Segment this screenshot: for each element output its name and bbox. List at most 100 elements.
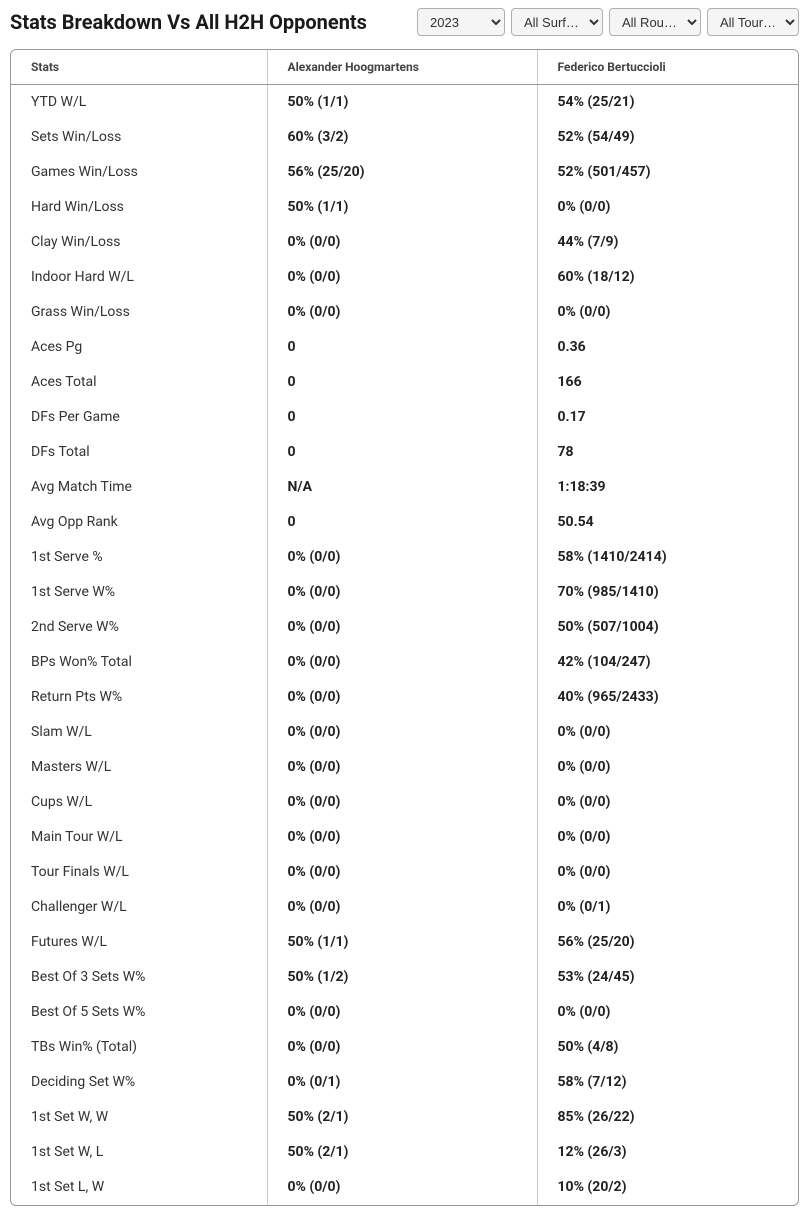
year-filter[interactable]: 2023	[417, 8, 505, 36]
stat-label: 2nd Serve W%	[11, 610, 267, 645]
stat-value-player1: N/A	[267, 470, 537, 505]
stat-label: Aces Total	[11, 365, 267, 400]
table-row: Avg Opp Rank050.54	[11, 505, 798, 540]
stat-value-player1: 0% (0/0)	[267, 995, 537, 1030]
stat-value-player1: 50% (1/1)	[267, 190, 537, 225]
stat-value-player2: 42% (104/247)	[537, 645, 798, 680]
stat-label: Avg Match Time	[11, 470, 267, 505]
stat-value-player2: 78	[537, 435, 798, 470]
stat-value-player1: 0% (0/0)	[267, 225, 537, 260]
stat-value-player1: 0	[267, 330, 537, 365]
table-row: Masters W/L0% (0/0)0% (0/0)	[11, 750, 798, 785]
stat-value-player1: 50% (1/1)	[267, 925, 537, 960]
stat-value-player2: 56% (25/20)	[537, 925, 798, 960]
stat-value-player1: 56% (25/20)	[267, 155, 537, 190]
stat-label: Return Pts W%	[11, 680, 267, 715]
stat-value-player1: 0% (0/0)	[267, 610, 537, 645]
table-row: Sets Win/Loss60% (3/2)52% (54/49)	[11, 120, 798, 155]
table-row: Main Tour W/L0% (0/0)0% (0/0)	[11, 820, 798, 855]
table-row: Deciding Set W%0% (0/1)58% (7/12)	[11, 1065, 798, 1100]
stats-table-container: Stats Alexander Hoogmartens Federico Ber…	[10, 49, 799, 1206]
stat-label: Clay Win/Loss	[11, 225, 267, 260]
stat-value-player1: 0% (0/0)	[267, 715, 537, 750]
stat-value-player1: 0	[267, 435, 537, 470]
stat-value-player2: 58% (1410/2414)	[537, 540, 798, 575]
stat-value-player2: 85% (26/22)	[537, 1100, 798, 1135]
stat-value-player2: 0.17	[537, 400, 798, 435]
stat-label: Masters W/L	[11, 750, 267, 785]
stat-value-player1: 0% (0/0)	[267, 260, 537, 295]
table-row: DFs Per Game00.17	[11, 400, 798, 435]
round-filter[interactable]: All Rou…	[609, 8, 701, 36]
stat-value-player2: 1:18:39	[537, 470, 798, 505]
table-row: 2nd Serve W%0% (0/0)50% (507/1004)	[11, 610, 798, 645]
stat-value-player1: 60% (3/2)	[267, 120, 537, 155]
stat-value-player2: 70% (985/1410)	[537, 575, 798, 610]
surface-filter[interactable]: All Surf…	[511, 8, 603, 36]
stat-value-player2: 50% (4/8)	[537, 1030, 798, 1065]
stat-value-player2: 0% (0/0)	[537, 785, 798, 820]
stat-label: Challenger W/L	[11, 890, 267, 925]
stat-value-player2: 12% (26/3)	[537, 1135, 798, 1170]
stat-value-player2: 40% (965/2433)	[537, 680, 798, 715]
table-row: Tour Finals W/L0% (0/0)0% (0/0)	[11, 855, 798, 890]
table-row: 1st Serve W%0% (0/0)70% (985/1410)	[11, 575, 798, 610]
column-header-player1: Alexander Hoogmartens	[267, 50, 537, 85]
stat-value-player2: 50% (507/1004)	[537, 610, 798, 645]
stat-value-player1: 0% (0/0)	[267, 890, 537, 925]
stat-value-player1: 50% (1/1)	[267, 85, 537, 120]
stat-value-player1: 0% (0/0)	[267, 1030, 537, 1065]
stat-value-player2: 10% (20/2)	[537, 1170, 798, 1205]
stat-value-player2: 58% (7/12)	[537, 1065, 798, 1100]
page-title: Stats Breakdown Vs All H2H Opponents	[10, 10, 367, 34]
stat-value-player2: 166	[537, 365, 798, 400]
table-row: 1st Set W, W50% (2/1)85% (26/22)	[11, 1100, 798, 1135]
stat-value-player1: 0% (0/0)	[267, 645, 537, 680]
table-row: Best Of 3 Sets W%50% (1/2)53% (24/45)	[11, 960, 798, 995]
stat-value-player2: 0% (0/0)	[537, 190, 798, 225]
table-row: Clay Win/Loss0% (0/0)44% (7/9)	[11, 225, 798, 260]
stat-value-player2: 54% (25/21)	[537, 85, 798, 120]
stat-label: BPs Won% Total	[11, 645, 267, 680]
stats-table-body: YTD W/L50% (1/1)54% (25/21)Sets Win/Loss…	[11, 85, 798, 1205]
table-row: Aces Total0166	[11, 365, 798, 400]
tournament-filter[interactable]: All Tour…	[707, 8, 799, 36]
stat-label: 1st Set W, L	[11, 1135, 267, 1170]
stat-value-player2: 0% (0/0)	[537, 295, 798, 330]
stat-label: Tour Finals W/L	[11, 855, 267, 890]
table-row: Avg Match TimeN/A1:18:39	[11, 470, 798, 505]
stat-value-player1: 0% (0/0)	[267, 820, 537, 855]
table-row: Hard Win/Loss50% (1/1)0% (0/0)	[11, 190, 798, 225]
stat-label: Futures W/L	[11, 925, 267, 960]
stat-value-player1: 0% (0/0)	[267, 855, 537, 890]
stat-label: TBs Win% (Total)	[11, 1030, 267, 1065]
stat-value-player1: 0% (0/0)	[267, 1170, 537, 1205]
stat-value-player1: 0% (0/0)	[267, 540, 537, 575]
stat-value-player2: 0.36	[537, 330, 798, 365]
stat-label: Games Win/Loss	[11, 155, 267, 190]
stat-value-player2: 0% (0/0)	[537, 855, 798, 890]
stat-value-player1: 50% (2/1)	[267, 1100, 537, 1135]
table-row: BPs Won% Total0% (0/0)42% (104/247)	[11, 645, 798, 680]
stat-label: Aces Pg	[11, 330, 267, 365]
stat-label: Cups W/L	[11, 785, 267, 820]
stat-value-player2: 53% (24/45)	[537, 960, 798, 995]
column-header-stats: Stats	[11, 50, 267, 85]
stat-value-player1: 50% (1/2)	[267, 960, 537, 995]
stat-value-player2: 0% (0/0)	[537, 715, 798, 750]
stat-label: DFs Per Game	[11, 400, 267, 435]
stat-label: DFs Total	[11, 435, 267, 470]
stat-value-player1: 0	[267, 365, 537, 400]
stat-label: Indoor Hard W/L	[11, 260, 267, 295]
stat-label: Slam W/L	[11, 715, 267, 750]
table-row: Futures W/L50% (1/1)56% (25/20)	[11, 925, 798, 960]
stat-value-player1: 0% (0/0)	[267, 785, 537, 820]
stat-value-player2: 50.54	[537, 505, 798, 540]
stats-table: Stats Alexander Hoogmartens Federico Ber…	[11, 50, 798, 1205]
stat-label: 1st Serve W%	[11, 575, 267, 610]
stat-value-player2: 44% (7/9)	[537, 225, 798, 260]
stat-label: Hard Win/Loss	[11, 190, 267, 225]
stat-value-player1: 0% (0/0)	[267, 295, 537, 330]
stat-value-player2: 0% (0/1)	[537, 890, 798, 925]
column-header-player2: Federico Bertuccioli	[537, 50, 798, 85]
